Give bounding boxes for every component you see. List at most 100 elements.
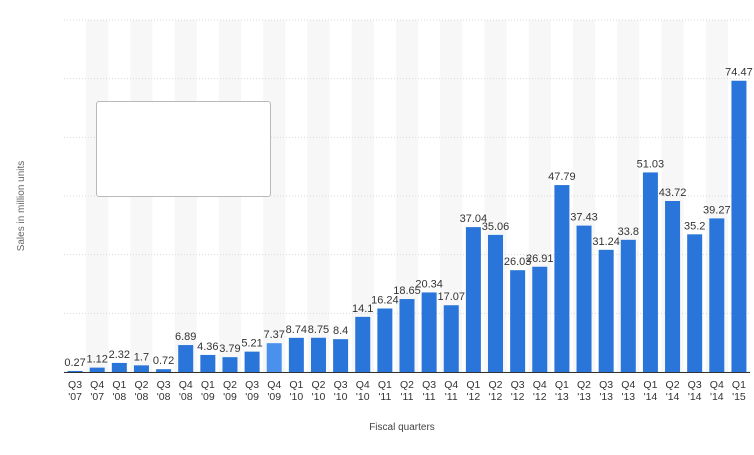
x-tick-label: '14 [688, 391, 702, 403]
bar [67, 370, 83, 372]
x-tick-label: '11 [445, 391, 458, 403]
bar [156, 369, 172, 372]
x-tick-label: Q2 [489, 379, 503, 391]
x-tick-label: Q1 [289, 379, 303, 391]
x-tick-label: '08 [112, 391, 126, 403]
bar [333, 339, 349, 372]
bar [598, 249, 614, 372]
x-tick-label: '09 [201, 391, 215, 403]
data-label: 0.27 [64, 357, 85, 369]
x-tick-label: Q4 [267, 379, 281, 391]
data-label: 6.89 [175, 331, 196, 343]
x-tick-label: '07 [90, 391, 104, 403]
legend-box [96, 101, 271, 197]
data-label: 14.1 [352, 303, 373, 315]
x-tick-label: Q1 [378, 379, 392, 391]
x-tick-label: '12 [511, 391, 525, 403]
x-tick-label: '14 [644, 391, 658, 403]
data-label: 39.27 [703, 204, 731, 216]
bar [576, 225, 592, 372]
x-tick-label: '15 [732, 391, 746, 403]
x-tick-label: Q2 [400, 379, 414, 391]
background-band [307, 20, 330, 372]
bar [731, 80, 747, 372]
x-tick-label: '12 [533, 391, 547, 403]
data-labels: 0.27 1.12 2.32 1.7 0.726.894.36 3.79 5.217.37 8… [64, 67, 752, 369]
x-tick-label: '12 [489, 391, 503, 403]
data-label: 74.47 [725, 67, 753, 79]
data-label: 1.12 [86, 354, 107, 366]
data-label: 26.91 [526, 253, 554, 265]
bar [355, 316, 371, 372]
bar [554, 185, 570, 372]
bar [443, 305, 459, 372]
bar [709, 218, 725, 372]
x-tick-labels: Q3'07Q4'07Q1'08Q2'08Q3'08Q4'08Q1'09Q2'09… [68, 379, 746, 403]
bars [67, 80, 747, 372]
bar [310, 337, 326, 372]
bar [532, 266, 548, 372]
bar [465, 227, 481, 372]
x-tick-label: Q4 [356, 379, 370, 391]
bar [510, 270, 526, 372]
x-tick-label: '14 [710, 391, 724, 403]
x-tick-label: '11 [378, 391, 391, 403]
data-label: 18.65 [393, 285, 421, 297]
data-label: 51.03 [637, 158, 665, 170]
x-tick-label: '08 [179, 391, 193, 403]
x-tick-label: '11 [423, 391, 436, 403]
data-label: 35.06 [482, 221, 510, 233]
x-tick-label: '09 [267, 391, 281, 403]
bar [266, 343, 282, 372]
bar [89, 367, 105, 372]
bar [687, 234, 703, 372]
data-label: 26.03 [504, 256, 532, 268]
x-tick-label: '13 [555, 391, 569, 403]
y-axis-title: Sales in million units [16, 161, 27, 252]
x-tick-label: '10 [356, 391, 370, 403]
data-label: 37.43 [570, 212, 598, 224]
data-label: 16.24 [371, 294, 399, 306]
bar [244, 351, 260, 372]
data-label: 37.04 [460, 213, 488, 225]
data-label: 1.7 [134, 351, 149, 363]
x-tick-label: Q1 [643, 379, 657, 391]
x-tick-label: Q4 [90, 379, 104, 391]
x-tick-label: Q4 [533, 379, 547, 391]
x-tick-label: '09 [245, 391, 259, 403]
x-tick-label: Q3 [334, 379, 348, 391]
bar [642, 172, 658, 372]
bar [620, 239, 636, 372]
data-label: 5.21 [241, 338, 262, 350]
data-label: 31.24 [592, 236, 620, 248]
x-axis-title: Fiscal quarters [369, 422, 435, 433]
x-tick-label: '08 [135, 391, 149, 403]
data-label: 8.74 [286, 324, 307, 336]
x-tick-label: Q1 [112, 379, 126, 391]
x-tick-label: Q3 [157, 379, 171, 391]
data-label: 47.79 [548, 171, 576, 183]
x-tick-label: '10 [334, 391, 348, 403]
background-band [351, 20, 374, 372]
x-tick-label: Q3 [68, 379, 82, 391]
x-tick-label: Q3 [511, 379, 525, 391]
data-label: 0.72 [153, 355, 174, 367]
data-label: 8.75 [308, 324, 329, 336]
x-tick-label: Q2 [223, 379, 237, 391]
data-label: 7.37 [264, 329, 285, 341]
x-tick-label: Q2 [666, 379, 680, 391]
bar [665, 201, 681, 372]
x-tick-label: Q1 [555, 379, 569, 391]
data-label: 8.4 [333, 325, 348, 337]
bar [200, 354, 216, 372]
data-label: 2.32 [109, 349, 130, 361]
x-tick-label: '08 [157, 391, 171, 403]
bar [421, 292, 437, 372]
x-tick-label: Q1 [732, 379, 746, 391]
x-tick-label: Q3 [245, 379, 259, 391]
data-label: 20.34 [415, 278, 443, 290]
bar [288, 337, 304, 372]
bar [488, 234, 504, 372]
